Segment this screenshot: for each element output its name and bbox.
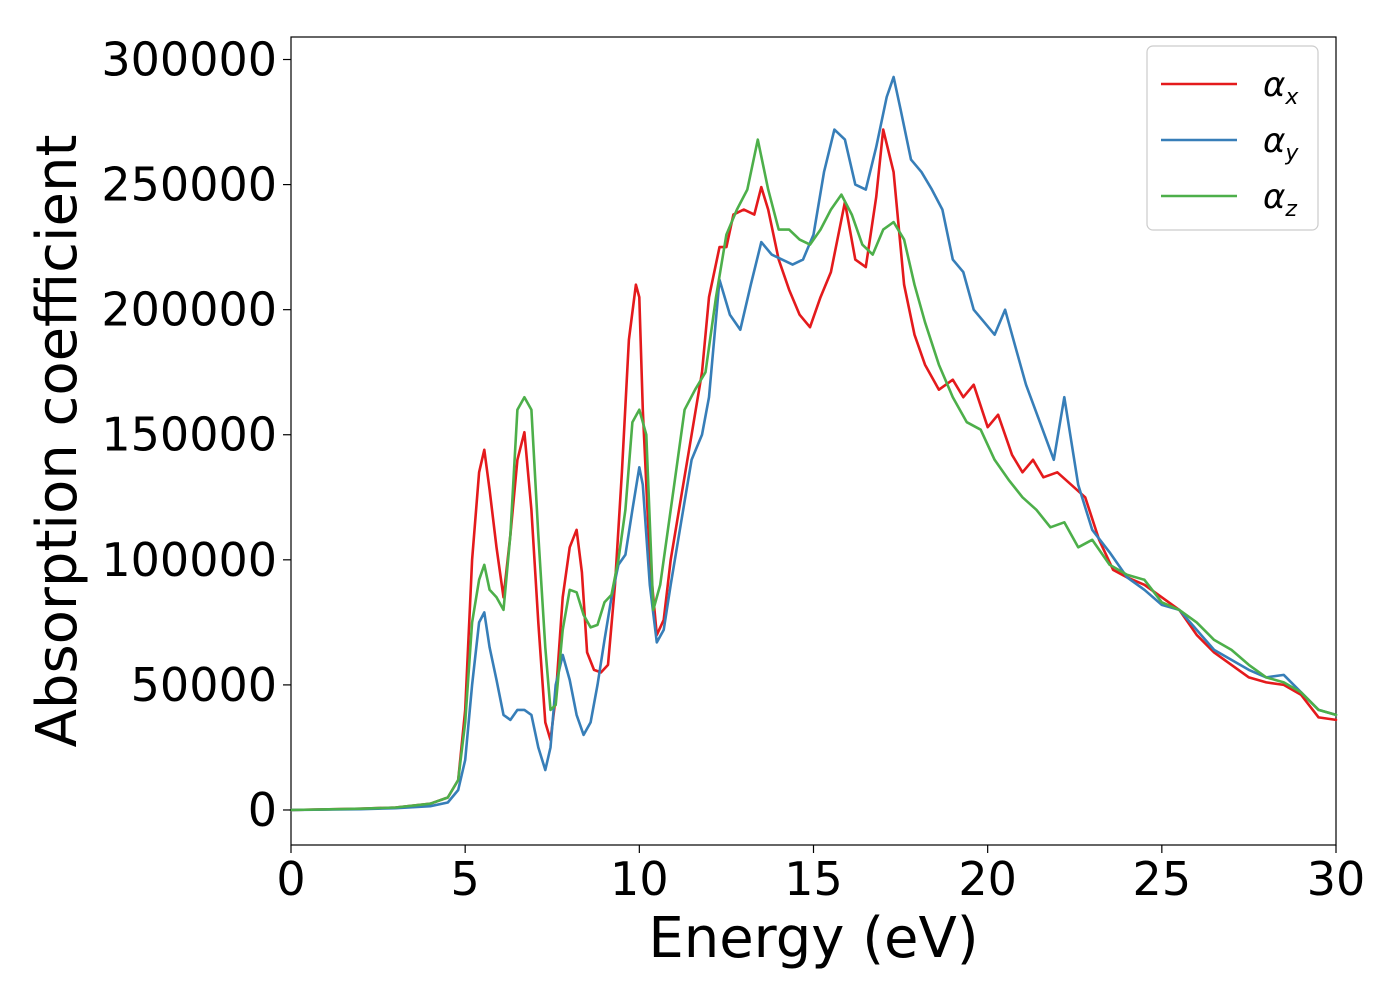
y-tick-label: 250000	[101, 158, 277, 212]
legend-label: αz	[1263, 177, 1297, 222]
legend-item-alpha-z: αz	[1161, 177, 1297, 222]
series-line-alpha-y	[289, 75, 1338, 812]
y-tick-label: 150000	[101, 408, 277, 462]
legend-label-symbol: α	[1263, 121, 1285, 161]
legend-label: αy	[1263, 121, 1299, 166]
y-tick-label: 200000	[101, 283, 277, 337]
y-tick-label: 300000	[101, 33, 277, 87]
legend-label: αx	[1263, 65, 1299, 110]
x-tick-label: 5	[451, 852, 480, 906]
series-line-alpha-z	[289, 138, 1338, 812]
legend-label-symbol: α	[1263, 65, 1285, 105]
x-axis: 0 5 10 15 20 25 30	[276, 845, 1365, 906]
legend-label-subscript: y	[1284, 141, 1299, 166]
y-tick-label: 0	[248, 783, 277, 837]
legend-label-symbol: α	[1263, 177, 1285, 217]
legend-item-alpha-y: αy	[1161, 121, 1299, 166]
x-tick-label: 15	[784, 852, 843, 906]
x-axis-label: Energy (eV)	[648, 906, 978, 971]
y-tick-label: 100000	[101, 533, 277, 587]
legend-item-alpha-x: αx	[1161, 65, 1299, 110]
x-tick-label: 25	[1133, 852, 1192, 906]
x-tick-label: 10	[610, 852, 669, 906]
x-tick-label: 20	[958, 852, 1017, 906]
series-layer	[289, 75, 1338, 812]
y-tick-label: 50000	[131, 658, 277, 712]
y-axis: 0 50000 100000 150000 200000 250000 300000	[101, 33, 291, 837]
legend-box	[1146, 45, 1319, 231]
legend-label-subscript: z	[1284, 197, 1297, 222]
x-tick-label: 0	[276, 852, 305, 906]
x-tick-label: 30	[1307, 852, 1366, 906]
legend-label-subscript: x	[1284, 85, 1299, 110]
y-axis-label: Absorption coefficient	[25, 135, 90, 748]
